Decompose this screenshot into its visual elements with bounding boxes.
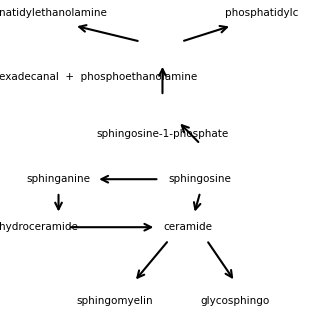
Text: sphinganine: sphinganine: [27, 174, 91, 184]
Text: exadecanal  +  phosphoethanolamine: exadecanal + phosphoethanolamine: [0, 72, 197, 82]
Text: hydroceramide: hydroceramide: [0, 222, 77, 232]
Text: natidylethanolamine: natidylethanolamine: [0, 8, 107, 18]
Text: ceramide: ceramide: [163, 222, 212, 232]
Text: sphingosine: sphingosine: [169, 174, 232, 184]
Text: sphingomyelin: sphingomyelin: [77, 296, 154, 306]
Text: glycosphingo: glycosphingo: [200, 296, 269, 306]
Text: phosphatidylc: phosphatidylc: [226, 8, 299, 18]
Text: sphingosine-1-phosphate: sphingosine-1-phosphate: [96, 129, 228, 140]
